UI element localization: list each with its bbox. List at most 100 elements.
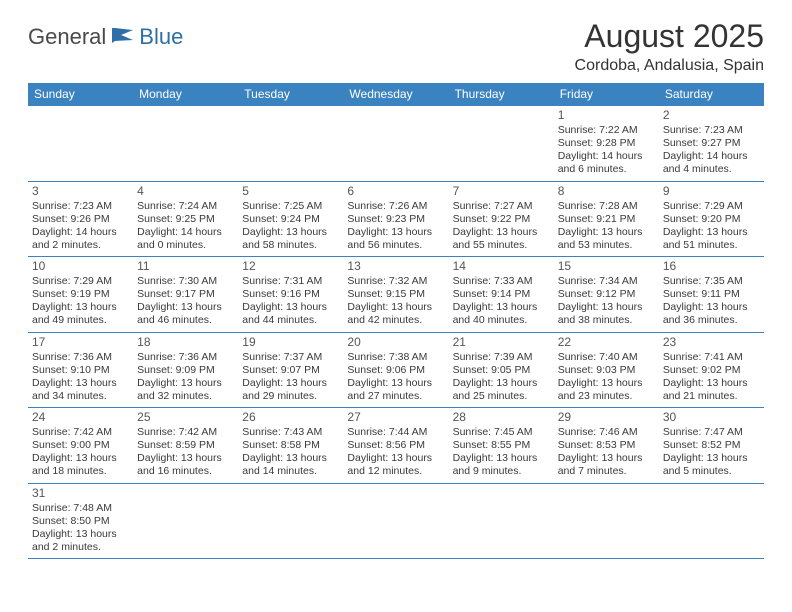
- daylight-line: Daylight: 13 hours and 5 minutes.: [663, 452, 760, 478]
- day-number: 21: [453, 335, 550, 350]
- day-number: 2: [663, 108, 760, 123]
- sunrise-line: Sunrise: 7:34 AM: [558, 275, 655, 288]
- sunrise-line: Sunrise: 7:30 AM: [137, 275, 234, 288]
- sunset-line: Sunset: 9:25 PM: [137, 213, 234, 226]
- day-number: 29: [558, 410, 655, 425]
- day-number: 19: [242, 335, 339, 350]
- sunrise-line: Sunrise: 7:42 AM: [137, 426, 234, 439]
- day-cell: 10Sunrise: 7:29 AMSunset: 9:19 PMDayligh…: [28, 257, 133, 333]
- day-cell: 29Sunrise: 7:46 AMSunset: 8:53 PMDayligh…: [554, 408, 659, 484]
- sunset-line: Sunset: 9:26 PM: [32, 213, 129, 226]
- day-number: 10: [32, 259, 129, 274]
- day-number: 13: [347, 259, 444, 274]
- sunset-line: Sunset: 9:15 PM: [347, 288, 444, 301]
- calendar-row: 31Sunrise: 7:48 AMSunset: 8:50 PMDayligh…: [28, 483, 764, 559]
- day-cell: 27Sunrise: 7:44 AMSunset: 8:56 PMDayligh…: [343, 408, 448, 484]
- sunrise-line: Sunrise: 7:48 AM: [32, 502, 129, 515]
- sunset-line: Sunset: 9:24 PM: [242, 213, 339, 226]
- daylight-line: Daylight: 13 hours and 46 minutes.: [137, 301, 234, 327]
- day-number: 31: [32, 486, 129, 501]
- empty-cell: [133, 483, 238, 559]
- empty-cell: [28, 106, 133, 182]
- daylight-line: Daylight: 13 hours and 23 minutes.: [558, 377, 655, 403]
- sunrise-line: Sunrise: 7:42 AM: [32, 426, 129, 439]
- day-cell: 9Sunrise: 7:29 AMSunset: 9:20 PMDaylight…: [659, 181, 764, 257]
- day-number: 8: [558, 184, 655, 199]
- sunset-line: Sunset: 9:09 PM: [137, 364, 234, 377]
- sunrise-line: Sunrise: 7:37 AM: [242, 351, 339, 364]
- daylight-line: Daylight: 13 hours and 56 minutes.: [347, 226, 444, 252]
- day-cell: 23Sunrise: 7:41 AMSunset: 9:02 PMDayligh…: [659, 332, 764, 408]
- sunset-line: Sunset: 9:06 PM: [347, 364, 444, 377]
- day-number: 18: [137, 335, 234, 350]
- day-number: 4: [137, 184, 234, 199]
- day-cell: 26Sunrise: 7:43 AMSunset: 8:58 PMDayligh…: [238, 408, 343, 484]
- day-number: 26: [242, 410, 339, 425]
- empty-cell: [554, 483, 659, 559]
- sunrise-line: Sunrise: 7:27 AM: [453, 200, 550, 213]
- day-cell: 28Sunrise: 7:45 AMSunset: 8:55 PMDayligh…: [449, 408, 554, 484]
- weekday-header: Saturday: [659, 83, 764, 106]
- weekday-header: Thursday: [449, 83, 554, 106]
- sunset-line: Sunset: 9:20 PM: [663, 213, 760, 226]
- sunrise-line: Sunrise: 7:41 AM: [663, 351, 760, 364]
- sunset-line: Sunset: 8:59 PM: [137, 439, 234, 452]
- flag-icon: [111, 26, 137, 49]
- sunrise-line: Sunrise: 7:29 AM: [32, 275, 129, 288]
- sunset-line: Sunset: 9:22 PM: [453, 213, 550, 226]
- daylight-line: Daylight: 13 hours and 40 minutes.: [453, 301, 550, 327]
- day-number: 23: [663, 335, 760, 350]
- day-number: 22: [558, 335, 655, 350]
- day-cell: 8Sunrise: 7:28 AMSunset: 9:21 PMDaylight…: [554, 181, 659, 257]
- calendar-body: 1Sunrise: 7:22 AMSunset: 9:28 PMDaylight…: [28, 106, 764, 559]
- sunrise-line: Sunrise: 7:33 AM: [453, 275, 550, 288]
- day-number: 1: [558, 108, 655, 123]
- empty-cell: [238, 106, 343, 182]
- calendar-page: General Blue August 2025 Cordoba, Andalu…: [0, 0, 792, 559]
- title-block: August 2025 Cordoba, Andalusia, Spain: [575, 18, 764, 75]
- day-cell: 12Sunrise: 7:31 AMSunset: 9:16 PMDayligh…: [238, 257, 343, 333]
- day-number: 27: [347, 410, 444, 425]
- sunset-line: Sunset: 8:55 PM: [453, 439, 550, 452]
- day-cell: 24Sunrise: 7:42 AMSunset: 9:00 PMDayligh…: [28, 408, 133, 484]
- sunset-line: Sunset: 9:11 PM: [663, 288, 760, 301]
- daylight-line: Daylight: 14 hours and 2 minutes.: [32, 226, 129, 252]
- calendar-row: 1Sunrise: 7:22 AMSunset: 9:28 PMDaylight…: [28, 106, 764, 182]
- sunrise-line: Sunrise: 7:46 AM: [558, 426, 655, 439]
- header: General Blue August 2025 Cordoba, Andalu…: [28, 18, 764, 75]
- day-cell: 21Sunrise: 7:39 AMSunset: 9:05 PMDayligh…: [449, 332, 554, 408]
- day-cell: 25Sunrise: 7:42 AMSunset: 8:59 PMDayligh…: [133, 408, 238, 484]
- daylight-line: Daylight: 14 hours and 4 minutes.: [663, 150, 760, 176]
- sunset-line: Sunset: 9:17 PM: [137, 288, 234, 301]
- day-number: 3: [32, 184, 129, 199]
- logo-text-blue: Blue: [139, 24, 183, 50]
- sunrise-line: Sunrise: 7:22 AM: [558, 124, 655, 137]
- daylight-line: Daylight: 13 hours and 29 minutes.: [242, 377, 339, 403]
- sunset-line: Sunset: 8:50 PM: [32, 515, 129, 528]
- day-number: 16: [663, 259, 760, 274]
- day-number: 28: [453, 410, 550, 425]
- weekday-header: Sunday: [28, 83, 133, 106]
- sunrise-line: Sunrise: 7:36 AM: [137, 351, 234, 364]
- page-subtitle: Cordoba, Andalusia, Spain: [575, 57, 764, 75]
- sunset-line: Sunset: 8:52 PM: [663, 439, 760, 452]
- day-cell: 14Sunrise: 7:33 AMSunset: 9:14 PMDayligh…: [449, 257, 554, 333]
- day-number: 7: [453, 184, 550, 199]
- daylight-line: Daylight: 13 hours and 12 minutes.: [347, 452, 444, 478]
- day-number: 5: [242, 184, 339, 199]
- day-number: 15: [558, 259, 655, 274]
- sunset-line: Sunset: 9:00 PM: [32, 439, 129, 452]
- daylight-line: Daylight: 13 hours and 2 minutes.: [32, 528, 129, 554]
- day-number: 6: [347, 184, 444, 199]
- daylight-line: Daylight: 13 hours and 55 minutes.: [453, 226, 550, 252]
- day-cell: 17Sunrise: 7:36 AMSunset: 9:10 PMDayligh…: [28, 332, 133, 408]
- sunrise-line: Sunrise: 7:28 AM: [558, 200, 655, 213]
- daylight-line: Daylight: 13 hours and 34 minutes.: [32, 377, 129, 403]
- sunrise-line: Sunrise: 7:43 AM: [242, 426, 339, 439]
- day-cell: 11Sunrise: 7:30 AMSunset: 9:17 PMDayligh…: [133, 257, 238, 333]
- sunset-line: Sunset: 9:10 PM: [32, 364, 129, 377]
- day-number: 17: [32, 335, 129, 350]
- daylight-line: Daylight: 13 hours and 51 minutes.: [663, 226, 760, 252]
- sunrise-line: Sunrise: 7:32 AM: [347, 275, 444, 288]
- day-cell: 20Sunrise: 7:38 AMSunset: 9:06 PMDayligh…: [343, 332, 448, 408]
